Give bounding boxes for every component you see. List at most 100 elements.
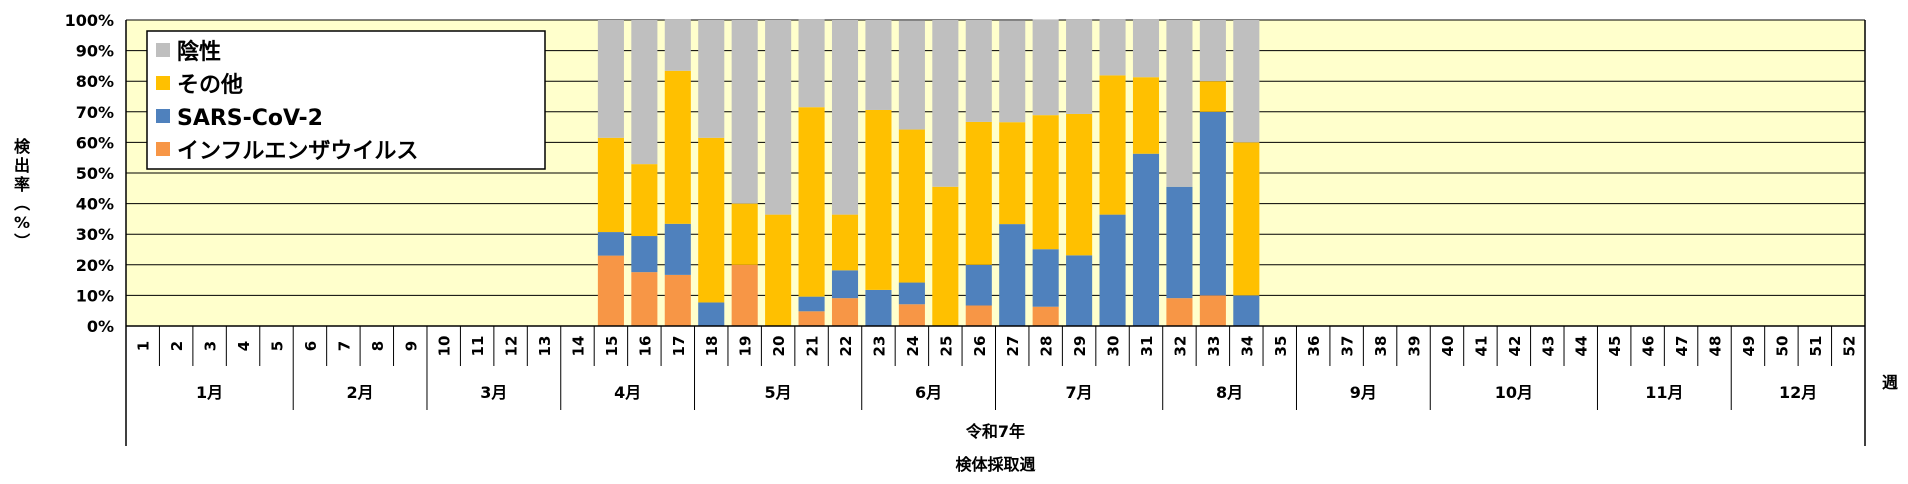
week-label: 14	[569, 336, 587, 357]
bar-segment	[965, 121, 992, 265]
week-label: 40	[1439, 336, 1457, 357]
bar-segment	[898, 20, 925, 130]
bar-segment	[1099, 75, 1126, 215]
bar-segment	[1233, 142, 1260, 296]
week-label: 30	[1105, 336, 1123, 357]
bar-segment	[965, 20, 992, 122]
bar-segment	[898, 282, 925, 305]
bar-segment	[831, 270, 859, 299]
legend-label: その他	[177, 73, 243, 98]
bar-segment	[1199, 295, 1226, 326]
legend-label: 陰性	[177, 39, 221, 65]
bar-segment	[597, 20, 624, 138]
legend-box	[146, 30, 546, 170]
week-label: 43	[1539, 336, 1557, 357]
x-axis-era-label: 令和7年	[965, 422, 1025, 441]
bar-segment	[1166, 186, 1193, 299]
bar-segment	[1099, 19, 1126, 76]
week-label: 34	[1238, 336, 1256, 357]
week-label: 37	[1339, 336, 1357, 357]
bar-segment	[1032, 115, 1059, 250]
x-axis-title: 検体採取週	[955, 455, 1035, 474]
bar-segment	[831, 214, 859, 271]
month-label: 4月	[614, 383, 641, 402]
bar-segment	[798, 107, 825, 297]
week-label: 11	[469, 336, 487, 357]
bar-segment	[1132, 153, 1160, 326]
y-tick-label: 0%	[87, 317, 114, 336]
bar-segment	[631, 20, 658, 165]
week-label: 18	[703, 336, 721, 357]
bar-segment	[664, 223, 691, 275]
bar-segment	[765, 20, 792, 215]
bar-segment	[999, 122, 1026, 225]
bar-segment	[1233, 295, 1260, 326]
week-label: 16	[636, 336, 654, 357]
y-axis-title-char: ）	[12, 233, 31, 249]
bar-segment	[1199, 111, 1226, 296]
bar-segment	[731, 203, 758, 265]
week-label: 48	[1707, 336, 1725, 357]
week-label: 10	[436, 336, 454, 357]
week-label: 47	[1673, 336, 1691, 357]
bar-segment	[798, 296, 825, 312]
bar-segment	[1166, 298, 1193, 326]
week-label: 12	[503, 336, 521, 357]
bar-segment	[965, 305, 992, 326]
week-label: 20	[770, 336, 788, 357]
week-label: 41	[1472, 336, 1490, 357]
week-label: 4	[235, 341, 253, 351]
bar-segment	[798, 311, 825, 326]
week-label: 35	[1272, 336, 1290, 357]
week-label: 25	[937, 336, 955, 357]
week-label: 52	[1840, 336, 1858, 357]
bar-segment	[932, 186, 959, 326]
bar-segment	[664, 70, 691, 224]
week-label: 1	[135, 341, 153, 351]
bar-segment	[865, 20, 892, 110]
week-label: 13	[536, 336, 554, 357]
month-label: 8月	[1216, 383, 1243, 402]
month-label: 6月	[915, 383, 942, 402]
bar-segment	[664, 274, 691, 326]
bar-segment	[1132, 77, 1160, 154]
legend-label: インフルエンザウイルス	[177, 139, 418, 164]
y-tick-label: 20%	[76, 256, 114, 275]
week-label: 2	[168, 341, 186, 351]
week-label: 29	[1071, 336, 1089, 357]
bar-segment	[597, 232, 624, 256]
bar-segment	[698, 302, 725, 326]
month-label: 3月	[480, 383, 507, 402]
week-label: 23	[870, 336, 888, 357]
legend-swatch	[156, 76, 170, 90]
y-axis-title-char: 出	[14, 156, 30, 175]
week-unit-label: 週	[1882, 373, 1898, 392]
week-label: 7	[335, 341, 353, 351]
bar-segment	[831, 298, 859, 326]
week-label: 21	[804, 336, 822, 357]
y-tick-label: 60%	[76, 133, 114, 152]
week-label: 31	[1138, 336, 1156, 357]
bar-segment	[731, 20, 758, 204]
bar-segment	[631, 272, 658, 326]
bar-segment	[597, 137, 624, 233]
bar-segment	[698, 20, 725, 138]
week-label: 3	[202, 341, 220, 351]
bar-segment	[1132, 19, 1160, 78]
y-axis-title-char: 検	[14, 137, 31, 156]
week-label: 32	[1171, 336, 1189, 357]
bar-segment	[932, 20, 959, 187]
week-label: 27	[1004, 336, 1022, 357]
week-label: 9	[402, 341, 420, 351]
y-tick-label: 80%	[76, 72, 114, 91]
bar-segment	[865, 109, 892, 290]
month-label: 10月	[1495, 383, 1533, 402]
bar-segment	[1199, 20, 1226, 82]
legend-label: SARS-CoV-2	[177, 106, 323, 131]
y-tick-label: 90%	[76, 42, 114, 61]
bar-segment	[631, 164, 658, 237]
y-tick-label: 30%	[76, 225, 114, 244]
y-tick-label: 100%	[65, 11, 114, 30]
